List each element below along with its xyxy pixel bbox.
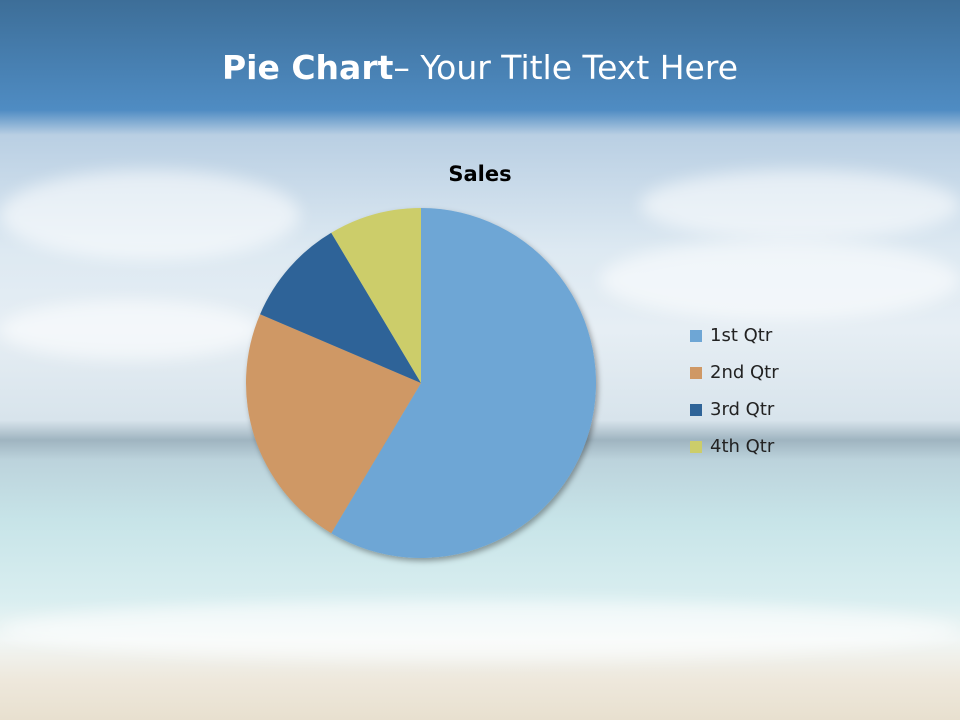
cloud bbox=[640, 170, 960, 240]
title-rest: – Your Title Text Here bbox=[393, 48, 739, 87]
legend-label: 4th Qtr bbox=[710, 436, 775, 457]
legend-label: 1st Qtr bbox=[710, 325, 773, 346]
cloud bbox=[0, 300, 260, 360]
legend-swatch bbox=[690, 403, 702, 416]
pie-slice-4 bbox=[331, 208, 421, 383]
pie-slice-2 bbox=[245, 314, 421, 534]
cloud bbox=[0, 170, 300, 260]
pie-slice-3 bbox=[260, 232, 421, 383]
legend-item: 1st Qtr bbox=[690, 317, 779, 354]
legend-item: 3rd Qtr bbox=[690, 391, 779, 428]
title-bold: Pie Chart bbox=[221, 48, 394, 87]
legend-swatch bbox=[690, 329, 702, 342]
legend-label: 2nd Qtr bbox=[710, 362, 779, 383]
cloud bbox=[600, 240, 960, 320]
legend-swatch bbox=[690, 440, 702, 453]
legend-label: 3rd Qtr bbox=[710, 399, 775, 420]
legend-item: 4th Qtr bbox=[690, 428, 779, 465]
chart-title: Sales bbox=[448, 162, 512, 186]
legend: 1st Qtr 2nd Qtr 3rd Qtr 4th Qtr bbox=[690, 317, 779, 465]
legend-swatch bbox=[690, 366, 702, 379]
slide-title: Pie Chart– Your Title Text Here bbox=[0, 48, 960, 87]
legend-item: 2nd Qtr bbox=[690, 354, 779, 391]
pie-slice-1 bbox=[331, 208, 597, 558]
wave-foam bbox=[0, 600, 960, 660]
